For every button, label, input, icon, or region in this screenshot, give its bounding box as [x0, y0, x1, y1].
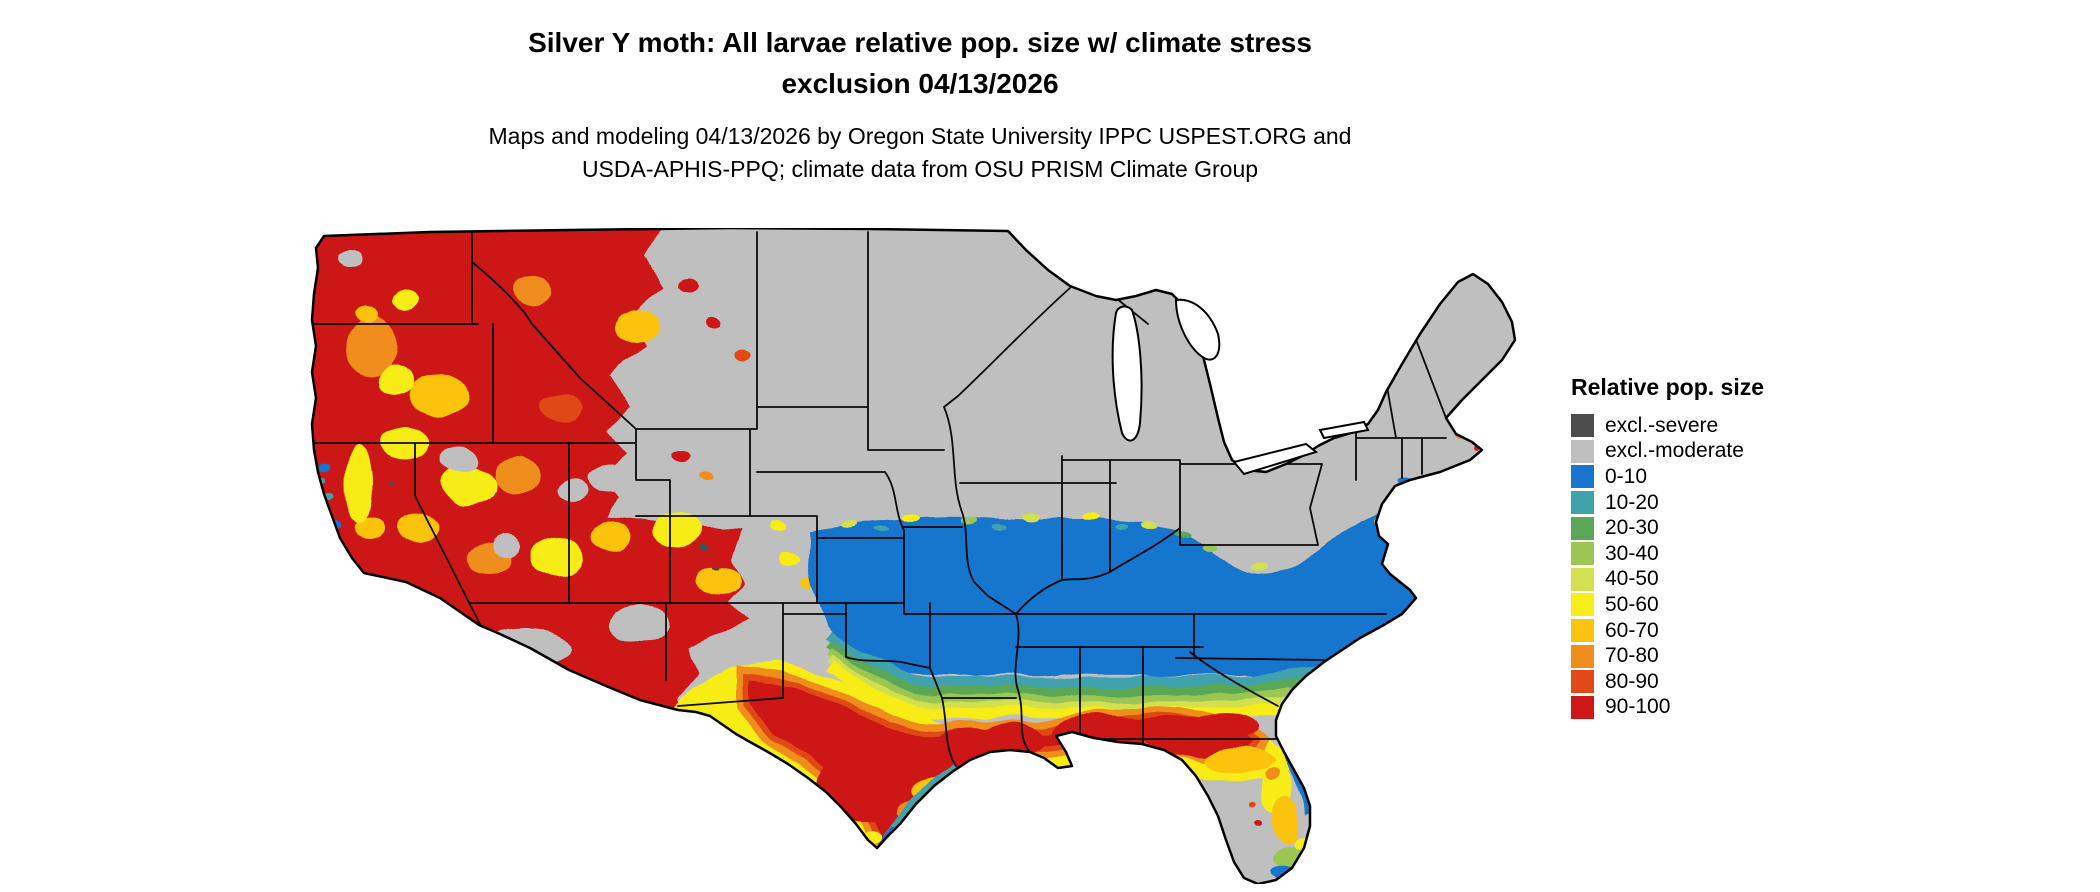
legend-label: 70-80 [1605, 644, 1659, 668]
legend-label: 80-90 [1605, 669, 1659, 693]
map-title: Silver Y moth: All larvae relative pop. … [180, 22, 1660, 104]
state-borders [312, 231, 1447, 767]
legend-swatch [1571, 516, 1594, 540]
legend-swatch [1571, 670, 1594, 694]
transition-speckles [842, 514, 1266, 572]
map-subtitle-line2: USDA-APHIS-PPQ; climate data from OSU PR… [581, 156, 1259, 182]
legend-label: 60-70 [1605, 618, 1659, 642]
legend-item: 70-80 [1571, 643, 1764, 669]
legend-items: excl.-severe excl.-moderate 0-10 10-20 20-30… [1571, 413, 1764, 720]
legend-swatch [1571, 414, 1594, 438]
legend-swatch [1571, 491, 1594, 515]
map-subtitle: Maps and modeling 04/13/2026 by Oregon S… [180, 120, 1660, 186]
legend-label: 20-30 [1605, 516, 1659, 540]
legend-swatch [1571, 542, 1594, 566]
legend-item: excl.-severe [1571, 413, 1764, 439]
legend-label: 0-10 [1605, 464, 1648, 488]
legend-label: excl.-severe [1605, 413, 1719, 437]
legend-swatch [1571, 619, 1594, 643]
legend-item: 30-40 [1571, 541, 1764, 567]
map-title-line1: Silver Y moth: All larvae relative pop. … [528, 27, 1312, 58]
legend-title: Relative pop. size [1571, 374, 1765, 400]
legend: Relative pop. size excl.-severe excl.-mod… [1571, 374, 1764, 720]
map-raster [312, 228, 1515, 884]
legend-item: 90-100 [1571, 695, 1764, 721]
legend-item: 0-10 [1571, 464, 1764, 490]
lake-ontario [1318, 420, 1370, 440]
legend-label: 90-100 [1605, 695, 1671, 719]
map-title-line2: exclusion 04/13/2026 [781, 68, 1059, 99]
legend-swatch [1571, 593, 1594, 617]
west-mosaic [315, 249, 819, 668]
legend-item: excl.-moderate [1571, 439, 1764, 465]
legend-swatch [1571, 644, 1594, 668]
legend-label: 40-50 [1605, 567, 1659, 591]
legend-item: 60-70 [1571, 618, 1764, 644]
legend-item: 80-90 [1571, 669, 1764, 695]
legend-label: 30-40 [1605, 541, 1659, 565]
lake-erie [1232, 442, 1319, 476]
legend-swatch [1571, 695, 1594, 719]
legend-label: 50-60 [1605, 592, 1659, 616]
us-map [310, 226, 1520, 886]
lake-michigan [1111, 305, 1143, 442]
us-map-svg [310, 226, 1517, 886]
map-subtitle-line1: Maps and modeling 04/13/2026 by Oregon S… [488, 123, 1352, 149]
lake-huron [1174, 298, 1221, 361]
legend-item: 40-50 [1571, 567, 1764, 593]
legend-item: 10-20 [1571, 490, 1764, 516]
legend-item: 50-60 [1571, 592, 1764, 618]
legend-item: 20-30 [1571, 515, 1764, 541]
gradient-bands [826, 631, 1326, 719]
legend-label: 10-20 [1605, 490, 1659, 514]
legend-label: excl.-moderate [1605, 439, 1744, 463]
legend-swatch [1571, 567, 1594, 591]
legend-swatch [1571, 439, 1594, 463]
great-lakes [1111, 298, 1370, 476]
legend-swatch [1571, 465, 1594, 489]
